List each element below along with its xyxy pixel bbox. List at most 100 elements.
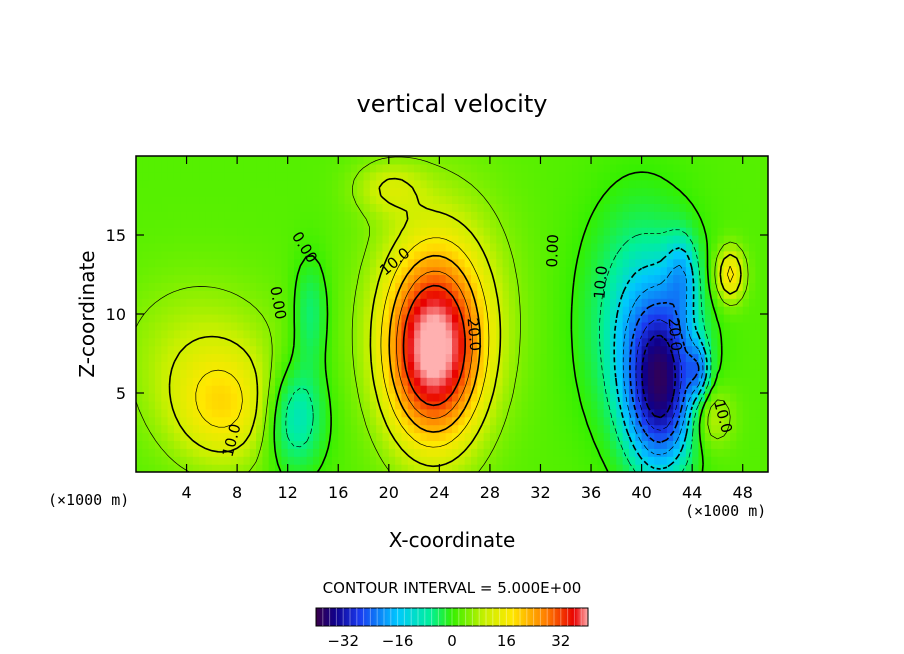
field-cell bbox=[647, 156, 655, 165]
field-cell bbox=[616, 203, 624, 212]
field-cell bbox=[243, 235, 251, 244]
field-cell bbox=[489, 266, 497, 276]
field-cell bbox=[344, 321, 352, 331]
field-cell bbox=[692, 179, 700, 189]
field-cell bbox=[249, 211, 257, 220]
field-cell bbox=[489, 242, 497, 252]
field-cell bbox=[628, 258, 636, 268]
field-cell bbox=[281, 393, 289, 402]
field-cell bbox=[534, 393, 542, 402]
field-cell bbox=[382, 353, 390, 362]
field-cell bbox=[584, 163, 592, 173]
field-cell bbox=[749, 314, 756, 323]
field-cell bbox=[591, 329, 598, 339]
field-cell bbox=[224, 290, 232, 299]
field-cell bbox=[180, 156, 188, 165]
field-cell bbox=[306, 369, 314, 378]
field-cell bbox=[344, 361, 352, 370]
field-cell bbox=[723, 219, 731, 228]
field-cell bbox=[610, 258, 617, 268]
field-cell bbox=[565, 235, 573, 244]
field-cell bbox=[376, 408, 384, 418]
field-cell bbox=[559, 235, 567, 244]
field-cell bbox=[546, 266, 554, 276]
field-cell bbox=[749, 258, 756, 268]
field-cell bbox=[173, 258, 181, 268]
field-cell bbox=[591, 408, 598, 418]
field-cell bbox=[565, 353, 573, 362]
field-cell bbox=[673, 235, 681, 244]
field-cell bbox=[546, 456, 554, 465]
field-cell bbox=[199, 416, 207, 426]
field-cell bbox=[540, 424, 548, 434]
field-cell bbox=[717, 211, 725, 220]
field-cell bbox=[470, 393, 478, 402]
field-cell bbox=[628, 298, 636, 307]
field-cell bbox=[546, 227, 554, 236]
field-cell bbox=[660, 400, 668, 410]
field-cell bbox=[388, 329, 396, 339]
field-cell bbox=[654, 337, 662, 347]
field-cell bbox=[357, 369, 365, 378]
field-cell bbox=[161, 329, 169, 339]
field-cell bbox=[742, 393, 750, 402]
field-cell bbox=[761, 171, 768, 181]
field-cell bbox=[635, 298, 643, 307]
field-cell bbox=[641, 353, 649, 362]
field-cell bbox=[730, 448, 737, 457]
field-cell bbox=[755, 195, 763, 204]
field-cell bbox=[477, 393, 485, 402]
field-cell bbox=[401, 211, 409, 220]
field-cell bbox=[414, 353, 421, 362]
field-cell bbox=[243, 187, 251, 197]
field-cell bbox=[167, 321, 175, 331]
field-cell bbox=[458, 227, 466, 236]
field-cell bbox=[256, 361, 263, 370]
field-cell bbox=[591, 377, 598, 386]
field-cell bbox=[679, 456, 687, 465]
field-cell bbox=[249, 274, 257, 283]
field-cell bbox=[458, 250, 466, 260]
field-cell bbox=[249, 171, 257, 181]
field-cell bbox=[224, 448, 232, 457]
field-cell bbox=[761, 440, 768, 449]
field-cell bbox=[192, 345, 200, 355]
field-cell bbox=[458, 432, 466, 441]
field-cell bbox=[616, 258, 624, 268]
field-cell bbox=[148, 163, 156, 173]
field-cell bbox=[717, 416, 725, 426]
field-cell bbox=[142, 187, 150, 197]
field-cell bbox=[388, 274, 396, 283]
field-cell bbox=[572, 219, 579, 228]
field-cell bbox=[186, 408, 194, 418]
field-cell bbox=[199, 440, 207, 449]
field-cell bbox=[192, 456, 200, 465]
field-cell bbox=[249, 306, 257, 315]
field-cell bbox=[199, 187, 207, 197]
field-cell bbox=[546, 464, 554, 472]
field-cell bbox=[546, 306, 554, 315]
field-cell bbox=[755, 329, 763, 339]
field-cell bbox=[654, 416, 662, 426]
field-cell bbox=[673, 298, 681, 307]
field-cell bbox=[540, 235, 548, 244]
field-cell bbox=[338, 448, 346, 457]
field-cell bbox=[521, 408, 529, 418]
field-cell bbox=[249, 393, 257, 402]
field-cell bbox=[647, 242, 655, 252]
field-cell bbox=[388, 250, 396, 260]
field-cell bbox=[161, 195, 169, 204]
field-cell bbox=[401, 203, 409, 212]
field-cell bbox=[331, 456, 339, 465]
field-cell bbox=[572, 432, 579, 441]
field-cell bbox=[445, 156, 453, 165]
field-cell bbox=[540, 298, 548, 307]
field-cell bbox=[224, 321, 232, 331]
field-cell bbox=[287, 290, 295, 299]
field-cell bbox=[692, 361, 700, 370]
field-cell bbox=[749, 393, 756, 402]
field-cell bbox=[426, 385, 434, 394]
field-cell bbox=[464, 290, 472, 299]
field-cell bbox=[464, 456, 472, 465]
field-cell bbox=[180, 227, 188, 236]
